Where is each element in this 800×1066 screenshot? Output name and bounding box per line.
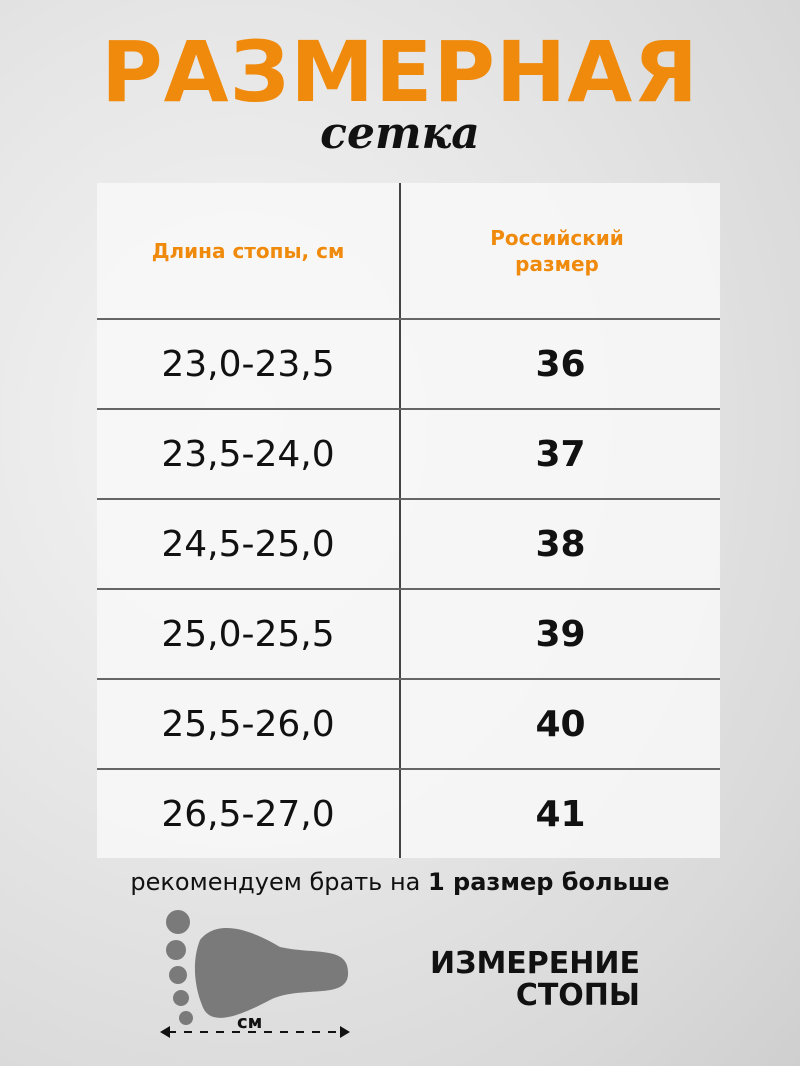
column-header-length: Длина стопы, см [151, 238, 345, 263]
measure-line2: СТОПЫ [515, 978, 640, 1013]
table-row: 25,5-26,0 40 [97, 678, 720, 768]
table-row: 23,5-24,0 37 [97, 408, 720, 498]
foot-length: 25,5-26,0 [161, 703, 335, 745]
ru-size: 37 [535, 433, 586, 475]
note-bold: 1 размер больше [427, 868, 670, 896]
foot-icon [160, 910, 350, 1038]
ru-size: 39 [535, 613, 586, 655]
ru-size: 36 [535, 343, 586, 385]
ru-size: 38 [535, 523, 586, 565]
measure-line1: ИЗМЕРЕНИЕ [430, 946, 640, 981]
column-header-size: Российский размер [490, 225, 624, 276]
foot-length: 23,0-23,5 [161, 343, 335, 385]
recommendation-note: рекомендуем брать на 1 размер больше [0, 868, 800, 896]
foot-length: 24,5-25,0 [161, 523, 335, 565]
page-title: РАЗМЕРНАЯ [101, 23, 699, 121]
foot-length: 26,5-27,0 [161, 793, 335, 835]
size-table: Длина стопы, см Российский размер 23,0-2… [97, 183, 720, 858]
table-row: 24,5-25,0 38 [97, 498, 720, 588]
table-row: 26,5-27,0 41 [97, 768, 720, 858]
table-row: 25,0-25,5 39 [97, 588, 720, 678]
note-text: рекомендуем брать на [130, 868, 428, 896]
ru-size: 41 [535, 793, 586, 835]
table-row: 23,0-23,5 36 [97, 318, 720, 408]
foot-length: 25,0-25,5 [161, 613, 335, 655]
unit-label: см [237, 1012, 263, 1033]
measure-label: ИЗМЕРЕНИЕ СТОПЫ [400, 948, 640, 1012]
ru-size: 40 [535, 703, 586, 745]
foot-length: 23,5-24,0 [161, 433, 335, 475]
column-divider [399, 183, 401, 858]
page-subtitle: сетка [320, 108, 480, 159]
